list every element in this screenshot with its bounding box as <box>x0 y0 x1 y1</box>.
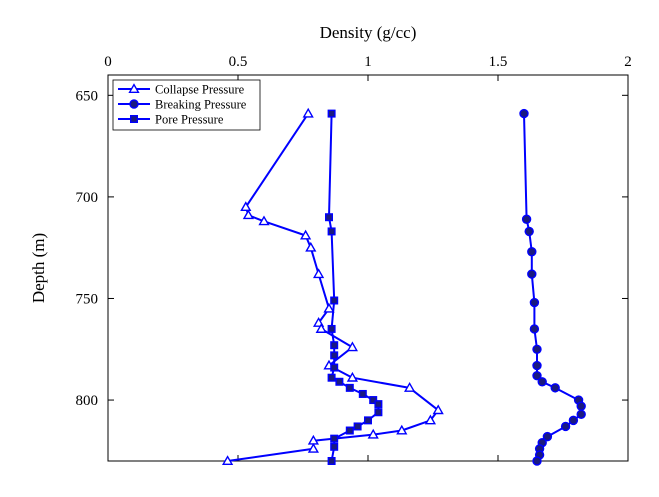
breaking-pressure-point <box>550 383 560 393</box>
pore-pressure-point <box>345 426 354 435</box>
pore-pressure-point <box>335 377 344 386</box>
collapse-pressure-point <box>403 382 416 392</box>
pore-pressure-point <box>358 389 367 398</box>
breaking-pressure-point <box>537 377 547 387</box>
breaking-pressure-point <box>542 431 553 442</box>
pore-pressure-point <box>325 213 334 222</box>
collapse-pressure-point <box>323 302 335 313</box>
legend-label-pore-pressure: Pore Pressure <box>155 113 224 127</box>
y-tick-label: 750 <box>76 291 99 307</box>
collapse-pressure-point <box>302 107 314 118</box>
pore-pressure-point <box>345 383 354 392</box>
x-tick-label: 0 <box>104 54 112 70</box>
breaking-pressure-point <box>576 401 586 411</box>
pore-pressure-point <box>330 296 339 305</box>
legend-item-breaking-pressure: Breaking Pressure <box>118 98 247 112</box>
collapse-pressure-point <box>299 229 312 240</box>
collapse-pressure-point <box>242 209 255 220</box>
collapse-pressure-point <box>315 323 327 333</box>
pore-pressure-point <box>374 408 383 417</box>
series-breaking-pressure <box>519 108 586 466</box>
collapse-pressure-point <box>396 424 408 435</box>
legend-marker-breaking-pressure <box>129 99 139 109</box>
y-tick-label: 650 <box>76 88 99 104</box>
pore-pressure-point <box>327 109 336 118</box>
x-tick-label: 1.5 <box>489 54 508 70</box>
collapse-pressure-point <box>346 341 359 352</box>
series-pore-pressure <box>325 109 383 466</box>
y-axis-title: Depth (m) <box>29 233 48 303</box>
breaking-pressure-point <box>576 409 586 419</box>
pore-pressure-point <box>330 442 339 451</box>
breaking-pressure-point <box>532 456 542 466</box>
legend-label-breaking-pressure: Breaking Pressure <box>155 98 247 112</box>
y-tick-label: 700 <box>76 190 99 206</box>
pore-pressure-point <box>327 227 336 236</box>
pore-pressure-point <box>364 416 373 425</box>
breaking-pressure-point <box>521 214 532 224</box>
legend-item-collapse-pressure: Collapse Pressure <box>118 83 245 97</box>
pore-pressure-point <box>327 457 336 466</box>
pore-pressure-point <box>374 400 383 409</box>
legend-label-collapse-pressure: Collapse Pressure <box>155 83 245 97</box>
pore-pressure-point <box>330 351 339 360</box>
collapse-pressure-point <box>221 455 234 465</box>
breaking-pressure-point <box>532 360 542 371</box>
legend-item-pore-pressure: Pore Pressure <box>118 113 224 127</box>
pore-pressure-point <box>353 422 362 431</box>
breaking-pressure-point <box>532 370 542 381</box>
breaking-pressure-point <box>527 247 537 257</box>
x-axis-title: Density (g/cc) <box>320 23 417 42</box>
collapse-pressure-point <box>307 442 320 453</box>
breaking-pressure-point <box>532 344 542 354</box>
breaking-pressure-point <box>529 297 540 308</box>
series-layer <box>221 107 586 466</box>
collapse-pressure-point <box>312 268 325 279</box>
y-tick-label: 800 <box>76 393 99 409</box>
collapse-pressure-point <box>258 215 270 226</box>
collapse-pressure-point <box>346 371 359 382</box>
breaking-pressure-point <box>568 415 579 426</box>
breaking-pressure-point <box>519 108 529 119</box>
breaking-pressure-point <box>524 226 534 237</box>
collapse-pressure-point <box>432 404 444 415</box>
collapse-pressure-point <box>424 414 437 425</box>
breaking-pressure-point <box>529 324 540 334</box>
x-tick-label: 2 <box>624 54 632 70</box>
breaking-pressure-point <box>527 269 537 279</box>
collapse-pressure-point <box>240 201 252 212</box>
x-axis-ticks: 0 0.5 1 1.5 2 <box>104 54 632 461</box>
pore-pressure-point <box>369 396 378 405</box>
pore-pressure-point <box>330 341 339 350</box>
x-tick-label: 0.5 <box>229 54 248 70</box>
collapse-pressure-point <box>305 241 317 252</box>
pore-pressure-point <box>330 363 339 372</box>
pore-pressure-point <box>330 434 339 443</box>
legend-marker-collapse-pressure <box>128 83 140 94</box>
x-tick-label: 1 <box>364 54 372 70</box>
y-axis-ticks: 650 700 750 800 <box>76 88 628 409</box>
legend-marker-pore-pressure <box>129 114 138 123</box>
collapse-pressure-point <box>367 428 379 439</box>
pore-pressure-point <box>327 324 336 333</box>
series-collapse-pressure <box>221 107 444 465</box>
pore-pressure-point <box>327 373 336 382</box>
breaking-pressure-point <box>560 421 571 432</box>
